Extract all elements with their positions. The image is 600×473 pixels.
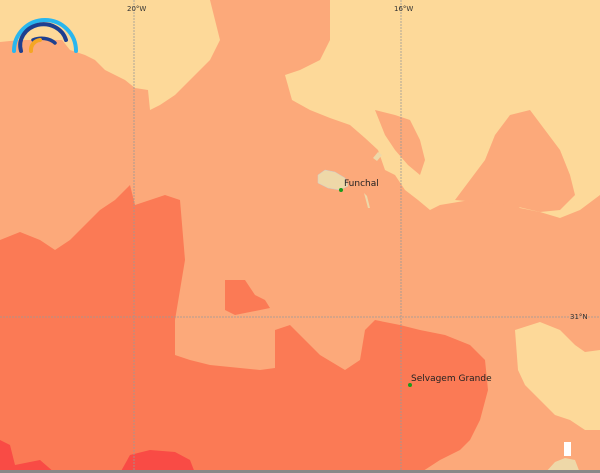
lon-label-20w: 20°W xyxy=(127,5,147,13)
place-label-funchal[interactable]: Funchal xyxy=(344,179,384,189)
very-high-zone xyxy=(120,450,195,473)
selvagem-grande-marker[interactable] xyxy=(408,383,412,387)
canary-island xyxy=(545,458,580,473)
madeira-island xyxy=(317,169,349,191)
bottom-border xyxy=(0,470,600,473)
rainbow-arcs-logo-icon xyxy=(12,18,78,53)
funchal-marker[interactable] xyxy=(339,188,343,192)
porto-santo-island xyxy=(373,152,382,161)
high-zone-patch xyxy=(225,280,270,315)
low-zone-southeast xyxy=(515,322,600,430)
place-label-funchal-text: Funchal xyxy=(344,179,379,189)
mid-zone-north-island xyxy=(375,110,425,175)
lon-label-16w: 16°W xyxy=(394,5,414,13)
canary-island-marker xyxy=(564,442,571,456)
desertas-island xyxy=(364,193,370,208)
place-label-selvagem-grande[interactable]: Selvagem Grande xyxy=(411,374,492,384)
mid-zone-east-lobe xyxy=(455,110,575,212)
lat-label-31n: 31°N xyxy=(570,313,588,321)
very-high-zone-west xyxy=(0,440,55,473)
high-zone-southwest xyxy=(0,185,488,473)
